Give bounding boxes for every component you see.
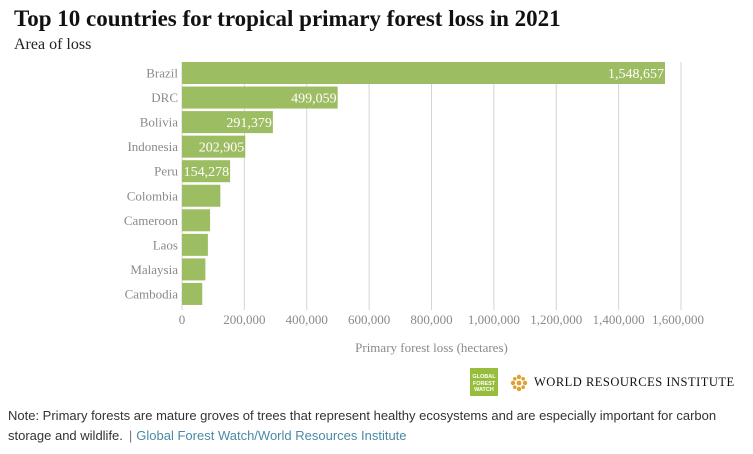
bar: [182, 258, 206, 281]
x-axis-title: Primary forest loss (hectares): [355, 340, 508, 355]
bar: [182, 111, 273, 134]
bar: [182, 135, 246, 158]
bar-chart: Brazil 1,548,657 DRC 499,059 Bolivia 291,379 I…: [124, 62, 704, 355]
category-label: DRC: [151, 90, 178, 105]
category-label: Cameroon: [124, 213, 179, 228]
x-tick-label: 0: [179, 312, 186, 327]
x-tick-label: 1,200,000: [530, 312, 582, 327]
category-label: Indonesia: [127, 139, 178, 154]
category-label: Brazil: [146, 66, 178, 81]
chart-title: Top 10 countries for tropical primary fo…: [14, 6, 561, 31]
x-tick-label: 400,000: [286, 312, 328, 327]
x-tick-label: 1,400,000: [593, 312, 645, 327]
category-label: Peru: [154, 164, 178, 179]
chart-subtitle: Area of loss: [14, 36, 92, 53]
category-label: Colombia: [127, 188, 179, 203]
bar: [182, 184, 221, 207]
x-tick-label: 800,000: [410, 312, 452, 327]
bar: [182, 62, 665, 84]
source-separator: |: [128, 428, 133, 443]
x-tick-label: 600,000: [348, 312, 390, 327]
bar: [182, 86, 338, 109]
bar: [182, 209, 211, 232]
category-label: Malaysia: [130, 262, 178, 277]
data-label: 202,905: [199, 141, 245, 156]
category-label: Cambodia: [125, 286, 179, 301]
category-label: Laos: [153, 237, 178, 252]
note-text: Note: Primary forests are mature groves …: [8, 408, 717, 443]
bar: [182, 233, 208, 256]
data-label: 1,548,657: [608, 67, 664, 82]
gfw-logo-line: WATCH: [474, 387, 494, 393]
category-label: Bolivia: [140, 115, 179, 130]
data-label: 154,278: [184, 165, 230, 180]
bar: [182, 282, 203, 305]
x-tick-label: 1,000,000: [468, 312, 520, 327]
gfw-logo-line: FOREST: [472, 380, 496, 387]
global-forest-watch-logo: GLOBAL FOREST WATCH: [470, 368, 498, 396]
footer-note: Note: Primary forests are mature groves …: [8, 406, 753, 446]
wri-logo-icon: [510, 374, 528, 392]
data-label: 499,059: [291, 92, 337, 107]
x-tick-label: 200,000: [223, 312, 265, 327]
bar: [182, 160, 231, 183]
x-tick-label: 1,600,000: [652, 312, 704, 327]
data-label: 291,379: [226, 116, 272, 131]
wri-logo-text: WORLD RESOURCES INSTITUTE: [534, 375, 735, 389]
source-link[interactable]: Global Forest Watch/World Resources Inst…: [136, 428, 407, 443]
gfw-logo-line: GLOBAL: [472, 374, 496, 380]
